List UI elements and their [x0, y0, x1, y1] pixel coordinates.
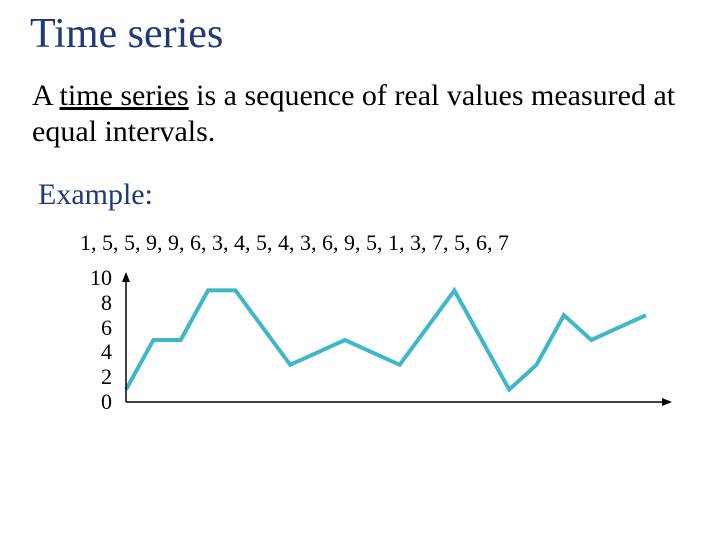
definition-pre: A [32, 79, 60, 112]
definition-underlined: time series [60, 79, 189, 112]
ytick-label: 8 [72, 292, 112, 314]
series-data-text: 1, 5, 5, 9, 9, 6, 3, 4, 5, 4, 3, 6, 9, 5… [80, 230, 690, 256]
ytick-label: 2 [72, 366, 112, 388]
ytick-label: 0 [72, 391, 112, 413]
y-axis-arrow-icon [122, 272, 130, 282]
series-line [126, 290, 646, 389]
definition-text: A time series is a sequence of real valu… [32, 78, 690, 150]
ytick-label: 6 [72, 317, 112, 339]
slide: Time series A time series is a sequence … [0, 0, 720, 540]
chart-container: 10 8 64 2 0 [64, 270, 684, 430]
x-axis-arrow-icon [662, 398, 672, 406]
line-chart [116, 270, 676, 420]
ytick-label: 4 [72, 341, 112, 363]
example-label: Example: [38, 178, 690, 212]
ytick-label: 10 [72, 267, 112, 289]
slide-title: Time series [30, 10, 690, 58]
